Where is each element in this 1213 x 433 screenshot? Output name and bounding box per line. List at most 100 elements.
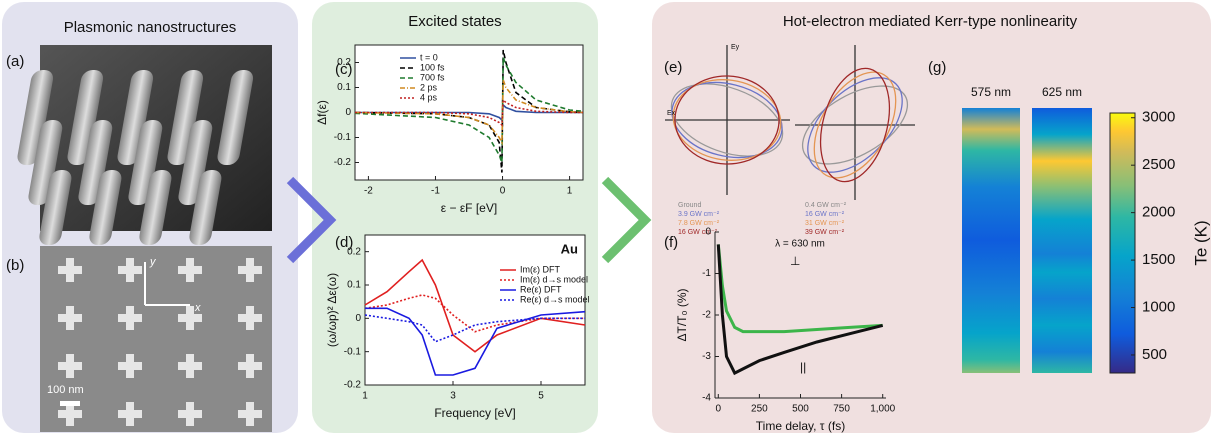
series-line (355, 98, 583, 127)
x-tick-label: 0 (716, 404, 722, 415)
x-tick-label: 0 (500, 186, 506, 197)
y-tick-label: -1 (702, 268, 711, 279)
y-tick-label: -0.1 (334, 132, 352, 143)
pillar (117, 70, 154, 165)
axis-label: Ex (667, 110, 676, 117)
x-tick-label: 750 (833, 404, 850, 415)
legend-label: Ground (678, 202, 701, 209)
pillar (178, 120, 213, 205)
x-tick-label: 500 (792, 404, 809, 415)
series-line (716, 244, 883, 334)
colorbar-tick-label: 3000 (1142, 109, 1175, 126)
legend-label: Re(ε) DFT (520, 284, 562, 294)
pillar (28, 120, 63, 205)
heatmap-image (962, 108, 1020, 373)
legend-label: 3.9 GW cm⁻² (678, 211, 720, 218)
x-tick-label: 250 (751, 404, 768, 415)
panel-title: Hot-electron mediated Kerr-type nonlinea… (783, 13, 1078, 30)
x-tick-label: 1,000 (870, 404, 895, 415)
pillar (189, 170, 222, 245)
legend-label: 0.4 GW cm⁻² (805, 202, 847, 209)
y-tick-label: -0.1 (344, 346, 362, 357)
pillar (67, 70, 104, 165)
cross (126, 354, 134, 378)
axis-label: Ey (731, 44, 740, 51)
cross (66, 306, 74, 330)
series-line (364, 258, 586, 353)
polarization-plot (665, 45, 915, 200)
y-tick-label: -4 (702, 393, 711, 404)
pillar (128, 120, 163, 205)
legend-label: t = 0 (420, 52, 438, 62)
series-line (354, 49, 584, 173)
y-axis-title: Δf(ε) (315, 100, 329, 125)
colorbar-tick-label: 1500 (1142, 251, 1175, 268)
x-axis-title: Frequency [eV] (434, 406, 515, 420)
legend-label: Im(ε) d→s model (520, 274, 588, 284)
y-tick-label: 0 (345, 107, 351, 118)
cross (246, 402, 254, 426)
arrow (286, 176, 337, 264)
legend-label: 100 fs (420, 62, 445, 72)
axis-label: y (149, 256, 157, 268)
cross (186, 402, 194, 426)
x-tick-label: 5 (538, 391, 544, 402)
y-axis-title: (ω/ωp)² Δε(ω) (325, 273, 339, 347)
cross (246, 258, 254, 282)
column-label: 575 nm (971, 85, 1011, 99)
legend-label: 700 fs (420, 72, 445, 82)
y-tick-label: 0 (355, 313, 361, 324)
panel-title: Plasmonic nanostructures (64, 19, 237, 36)
y-tick-label: -3 (702, 351, 711, 362)
cross (186, 354, 194, 378)
panel-title: Excited states (408, 13, 501, 30)
legend-label: 4 ps (420, 92, 438, 102)
x-tick-label: -1 (431, 186, 440, 197)
y-axis-title: ΔT/T₀ (%) (675, 289, 689, 342)
legend-label: 16 GW cm⁻² (678, 229, 718, 236)
pillar (139, 170, 172, 245)
colorbar-tick-label: 1000 (1142, 298, 1175, 315)
cross (66, 354, 74, 378)
panel-label: (g) (928, 59, 946, 76)
cross (246, 306, 254, 330)
colorbar-tick-label: 2500 (1142, 156, 1175, 173)
pillar (78, 120, 113, 205)
x-axis-title: ε − εF [eV] (441, 201, 497, 215)
y-tick-label: 0.2 (337, 57, 351, 68)
x-axis-title: Time delay, τ (fs) (756, 419, 845, 433)
series-line (716, 244, 884, 376)
legend-label: 39 GW cm⁻² (805, 229, 845, 236)
cross (66, 402, 74, 426)
cross (186, 258, 194, 282)
x-tick-label: 1 (567, 186, 573, 197)
axis-label: x (194, 302, 201, 314)
pillars (17, 70, 254, 245)
panel-label: (b) (6, 257, 24, 274)
y-tick-label: 0.1 (337, 82, 351, 93)
cross (126, 306, 134, 330)
legend-label: 7.8 GW cm⁻² (678, 220, 720, 227)
pillar (167, 70, 204, 165)
legend-label: Re(ε) d→s model (520, 294, 590, 304)
crosses (58, 258, 262, 426)
panel-label: (d) (335, 234, 353, 251)
pillar (217, 70, 254, 165)
colorbar-title: Te (K) (1191, 220, 1210, 265)
arrow (601, 176, 652, 264)
plot-frame (364, 234, 586, 386)
y-tick-label: -2 (702, 310, 711, 321)
y-tick-label: 0.2 (347, 246, 361, 257)
series-label: || (800, 360, 806, 374)
annotation: Au (561, 241, 578, 256)
cross (186, 306, 194, 330)
panel-label: (e) (664, 59, 682, 76)
colorbar-tick-label: 2000 (1142, 204, 1175, 221)
cross (126, 258, 134, 282)
y-tick-label: -0.2 (344, 380, 362, 391)
series-line (365, 307, 586, 376)
colorbar-tick-label: 500 (1142, 346, 1167, 363)
pillar (39, 170, 72, 245)
legend-label: 31 GW cm⁻² (805, 220, 845, 227)
